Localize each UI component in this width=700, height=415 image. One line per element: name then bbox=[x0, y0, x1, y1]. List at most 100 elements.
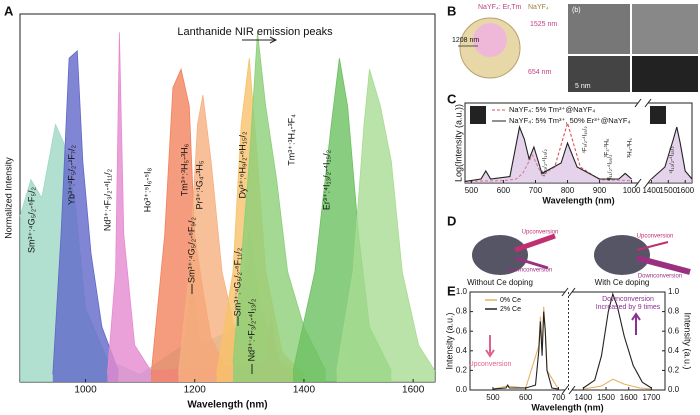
line bbox=[492, 292, 652, 390]
x-tick-label: 500 bbox=[486, 393, 500, 402]
axis-frame bbox=[469, 291, 666, 391]
peak-label: Pr³⁺:¹G₄-³H₅ bbox=[194, 160, 204, 209]
y-axis-label: Normalized Intensity bbox=[3, 157, 13, 239]
axis-break bbox=[634, 178, 642, 188]
line bbox=[464, 125, 693, 182]
x-tick-label: 1700 bbox=[642, 393, 660, 402]
x-tick-label: 1000 bbox=[623, 186, 641, 195]
arrow bbox=[636, 255, 691, 275]
y-axis-label: Log(Intensity (a.u.)) bbox=[453, 104, 463, 182]
y2-tick-label: 0.8 bbox=[668, 307, 680, 316]
diagram-label: (b) bbox=[572, 7, 581, 14]
panel-letter: B bbox=[447, 3, 456, 18]
peak-label: Dy³⁺:⁶H₉/₂-⁶H₁₅/₂ bbox=[237, 131, 247, 198]
annotation: Nd³⁺:⁴F₃/₂-⁴I₁₃/₂ bbox=[246, 298, 256, 361]
diagram-label: 654 nm bbox=[528, 69, 552, 76]
area-line bbox=[232, 32, 327, 372]
peak-label: Yb³⁺:²F₅/₂-²F₇/₂ bbox=[66, 145, 76, 205]
x-axis-label: Wavelength (nm) bbox=[187, 400, 267, 411]
diagram-label: Downconversion bbox=[638, 274, 682, 280]
area-fill bbox=[233, 32, 326, 383]
peak-label: ⁴I₁₃/₂-⁴I₁₅/₂ bbox=[669, 146, 676, 174]
axis-break bbox=[568, 287, 576, 297]
panel-letter: A bbox=[4, 3, 14, 18]
x-tick-label: 1000 bbox=[74, 385, 97, 396]
peak-label: ³F₃-³H₆ bbox=[605, 138, 611, 157]
panel-letter: E bbox=[447, 283, 456, 298]
area-fill bbox=[178, 95, 261, 382]
annotation: Sm³⁺:⁴G₅/₂-⁶F₉/₂ bbox=[186, 216, 196, 283]
panel-letter: C bbox=[447, 91, 457, 106]
chart-title: Lanthanide NIR emission peaks bbox=[177, 26, 333, 38]
arrow bbox=[631, 312, 641, 335]
annotation: Downconversion bbox=[602, 296, 654, 303]
peak-label: ³H₄-³H₆ bbox=[628, 138, 634, 158]
area-fill bbox=[151, 69, 228, 382]
legend-label: NaYF₄: 5% Tm³⁺@NaYF₄ bbox=[509, 105, 595, 114]
peak-label: Nd³⁺:⁴F₃/₂-⁴I₁₁/₂ bbox=[102, 168, 112, 231]
peak-label: Tm³⁺:³H₄-³F₄ bbox=[286, 114, 296, 166]
axis-break bbox=[568, 385, 576, 395]
y2-tick-label: 0.2 bbox=[668, 366, 680, 375]
x-tick-label: 500 bbox=[465, 186, 479, 195]
arrow bbox=[636, 241, 669, 251]
peak-label: Ho³⁺:⁵I₆-⁵I₈ bbox=[142, 167, 152, 212]
y-tick-label: 0.0 bbox=[456, 385, 468, 394]
annotation: Sm³⁺:⁴G₅/₂-⁶F₁₁/₂ bbox=[232, 247, 242, 316]
y-tick-label: 0.4 bbox=[456, 346, 468, 355]
peak-label: Er³⁺:⁴I₁₃/₂-⁴I₁₅/₂ bbox=[321, 149, 331, 210]
y2-tick-label: 0.4 bbox=[668, 346, 680, 355]
axis-break bbox=[561, 287, 569, 297]
y2-axis-label: Intensity (a.u.) bbox=[683, 312, 693, 369]
x-tick-label: 1500 bbox=[659, 186, 677, 195]
tem-image bbox=[632, 4, 698, 54]
x-tick-label: 1400 bbox=[574, 393, 592, 402]
x-tick-label: 1600 bbox=[402, 385, 425, 396]
core bbox=[473, 23, 507, 57]
particle bbox=[594, 235, 650, 275]
x-axis-label: Wavelength (nm) bbox=[531, 402, 603, 412]
x-tick-label: 1400 bbox=[642, 186, 660, 195]
y2-tick-label: 1.0 bbox=[668, 287, 680, 296]
diagram-label: Upconversion bbox=[522, 230, 559, 236]
x-tick-label: 1500 bbox=[597, 393, 615, 402]
inset-photo bbox=[650, 106, 666, 124]
panel-letter: D bbox=[447, 213, 456, 228]
diagram-label: 5 nm bbox=[575, 83, 591, 90]
y2-tick-label: 0.6 bbox=[668, 326, 680, 335]
peak-label: Sm³⁺:⁴G₅/₂-⁶F₅/₂ bbox=[26, 186, 36, 253]
peak-label: ⁴I₁₁/₂-⁴I₁₅/₂ bbox=[607, 154, 614, 182]
annotation: Upconversion bbox=[469, 361, 512, 368]
arrow bbox=[485, 335, 495, 358]
diagram-label: 1525 nm bbox=[530, 21, 557, 28]
diagram-label: Downconversion bbox=[508, 268, 552, 274]
diagram-label: Upconversion bbox=[637, 234, 674, 240]
fft-image bbox=[632, 56, 698, 92]
hrtem-image bbox=[568, 56, 630, 92]
diagram-label: NaYF₄ bbox=[528, 4, 549, 11]
area-fill bbox=[465, 127, 692, 183]
y-tick-label: 1.0 bbox=[456, 287, 468, 296]
inset-photo bbox=[470, 106, 486, 124]
x-tick-label: 600 bbox=[497, 186, 511, 195]
annotation: Increased by 9 times bbox=[596, 304, 661, 311]
legend-label: 0% Ce bbox=[500, 297, 521, 304]
axis-break bbox=[634, 98, 642, 108]
x-tick-label: 1600 bbox=[620, 393, 638, 402]
y-tick-label: 0.6 bbox=[456, 326, 468, 335]
arrow bbox=[514, 233, 556, 253]
legend-label: 2% Ce bbox=[500, 306, 521, 313]
y-tick-label: 0.2 bbox=[456, 366, 468, 375]
diagram-label: NaYF₄: Er,Tm bbox=[478, 4, 521, 11]
x-tick-label: 1200 bbox=[184, 385, 207, 396]
area-fill bbox=[52, 50, 119, 383]
x-tick-label: 1400 bbox=[293, 385, 316, 396]
area-line bbox=[336, 69, 436, 372]
x-axis-label: Wavelength (nm) bbox=[542, 195, 614, 205]
diagram-label: With Ce doping bbox=[595, 278, 650, 287]
x-tick-label: 700 bbox=[552, 393, 566, 402]
area-fill bbox=[336, 69, 435, 382]
x-tick-label: 600 bbox=[519, 393, 533, 402]
diagram-label: 1208 nm bbox=[452, 37, 479, 44]
